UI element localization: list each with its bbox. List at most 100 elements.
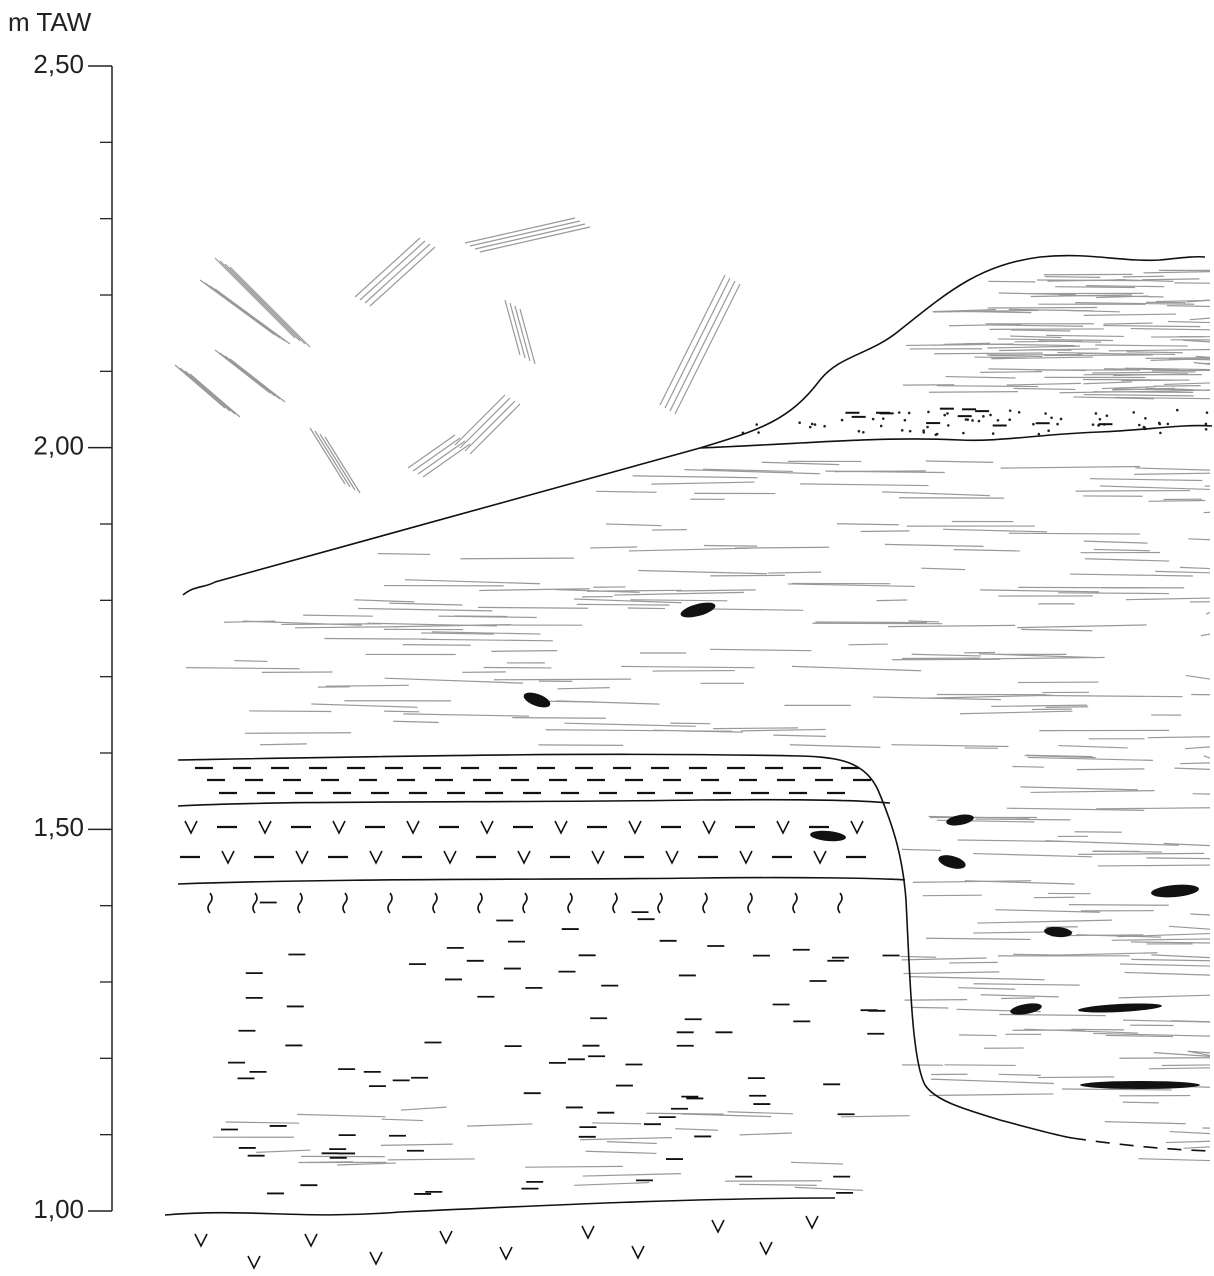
hatch (621, 665, 755, 669)
hatch (901, 957, 987, 961)
hatch (477, 606, 589, 609)
dot (1205, 411, 1209, 414)
v-symbol (184, 820, 198, 835)
hatch (244, 732, 352, 734)
hatch (1083, 381, 1133, 385)
hatch (1105, 1034, 1173, 1038)
hatch (358, 607, 493, 612)
hatch (1184, 746, 1211, 750)
dot (982, 415, 985, 418)
hatch (989, 354, 1043, 358)
hatch (393, 624, 512, 628)
hatch (1008, 308, 1094, 312)
hatch (387, 1158, 475, 1161)
hatch (1097, 864, 1211, 867)
hatch (1012, 765, 1045, 768)
hatch (959, 1034, 997, 1037)
hatch (980, 994, 1059, 998)
hatch (1123, 1019, 1211, 1023)
hatch (1148, 499, 1206, 502)
hatch (1189, 317, 1211, 321)
hatch (884, 543, 984, 547)
hatch (909, 976, 1045, 981)
hatch (891, 744, 1009, 748)
layer-boundary (177, 798, 891, 807)
hatch (403, 713, 530, 717)
hatch (670, 722, 711, 725)
hatch (509, 302, 526, 359)
hatch (393, 720, 439, 724)
tick-label: 2,50 (33, 49, 84, 79)
dot (1098, 417, 1102, 421)
hatch (422, 443, 471, 478)
hatch (908, 620, 940, 623)
hatch (1161, 1064, 1211, 1067)
channel-boundary (177, 753, 1073, 1139)
hatch (1017, 624, 1147, 629)
dot (881, 417, 885, 420)
hatch (792, 665, 922, 672)
hatch (676, 589, 756, 592)
hatch (384, 710, 420, 713)
hatch (590, 546, 638, 549)
root (567, 892, 573, 914)
hatch (1044, 275, 1101, 278)
hatch (234, 659, 268, 663)
hatch (514, 305, 531, 362)
hatch (544, 700, 597, 703)
hatch (605, 523, 662, 527)
hatch (836, 523, 899, 526)
hatch (928, 815, 1029, 819)
hatch (260, 743, 307, 746)
hatch (1130, 327, 1211, 331)
dot (1008, 418, 1012, 422)
hatch (1189, 1050, 1211, 1057)
hatch (311, 703, 418, 708)
hatch (992, 324, 1084, 327)
hatch (314, 430, 351, 488)
v-symbol (628, 820, 642, 835)
dot (1105, 414, 1109, 418)
hatch (1155, 570, 1211, 574)
hatch (454, 394, 506, 446)
hatch (929, 391, 1018, 393)
hatch (1121, 379, 1190, 382)
tick-label: 2,00 (33, 431, 84, 461)
hatch (303, 614, 373, 617)
dot (1091, 423, 1095, 426)
hatch (1203, 755, 1211, 759)
hatch (1061, 1088, 1172, 1091)
hatch (407, 434, 456, 469)
hatch (912, 880, 1032, 883)
v-symbol (711, 1219, 725, 1234)
dot (871, 417, 875, 421)
root (657, 892, 663, 914)
v-symbol (805, 1215, 819, 1230)
hatch (703, 468, 793, 473)
axis-label: m TAW (8, 7, 92, 37)
hatch (1046, 334, 1124, 338)
hatch (294, 626, 399, 629)
hatch (794, 1186, 863, 1191)
hatch (936, 385, 1039, 388)
hatch (773, 734, 826, 737)
hatch (225, 1121, 300, 1124)
hatch (1150, 358, 1211, 361)
hatch (1112, 387, 1175, 391)
v-symbol (480, 820, 494, 835)
hatch (576, 603, 670, 606)
hatch (1195, 355, 1211, 358)
hatch (928, 1093, 1054, 1097)
hatch (1163, 842, 1211, 847)
hatch (1124, 971, 1211, 976)
dot (1159, 431, 1162, 435)
hatch (1166, 305, 1211, 308)
hatch (249, 710, 332, 713)
hatch (646, 1112, 724, 1115)
hatch (573, 598, 682, 604)
dot (1047, 429, 1050, 432)
v-symbol (295, 850, 309, 865)
hatch (1045, 840, 1179, 846)
hatch (1093, 1032, 1211, 1037)
dot (943, 413, 946, 417)
